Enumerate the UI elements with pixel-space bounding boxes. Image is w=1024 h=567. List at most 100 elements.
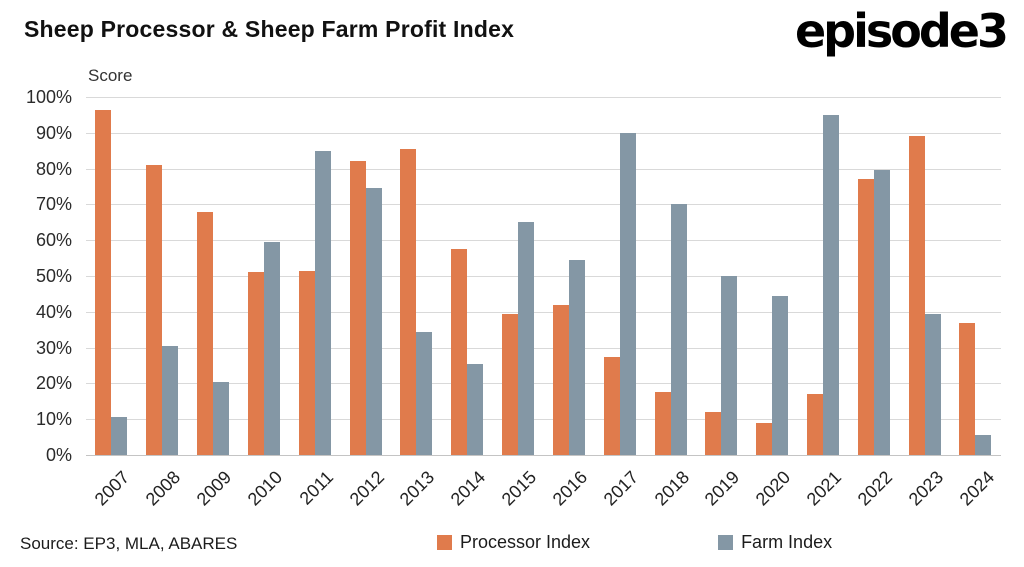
x-tick-label-2016: 2016 [548,467,592,510]
farm-bar-2017 [619,132,636,455]
farm-bar-2008 [162,345,179,455]
bar-group-2014 [442,97,493,455]
processor-bar-2023 [908,136,925,455]
processor-bar-2011 [298,270,315,455]
processor-index-swatch [437,535,452,550]
farm-bar-2018 [670,204,687,455]
bar-group-2010 [238,97,289,455]
processor-bar-2015 [502,313,519,455]
processor-bar-2010 [247,272,264,455]
x-tick-label-2020: 2020 [751,467,795,510]
x-tick-label-2014: 2014 [446,467,490,510]
gridline [86,276,1001,277]
bar-group-2007 [86,97,137,455]
processor-bar-2012 [349,161,366,455]
bar-group-2020 [747,97,798,455]
farm-index-swatch [718,535,734,550]
farm-bar-2019 [721,276,738,455]
y-tick-label: 80% [35,158,72,179]
x-tick-label-2015: 2015 [497,467,541,510]
gridline [86,455,1001,456]
x-tick-label-2024: 2024 [955,467,998,510]
bar-group-2023 [899,97,950,455]
processor-bar-2018 [654,392,671,455]
legend: Processor Index Farm Index [437,532,832,553]
legend-label-farm: Farm Index [741,532,833,552]
gridline [86,168,1001,170]
farm-bar-2022 [873,170,890,455]
y-tick-label: 100% [25,87,72,107]
x-tick-label-2013: 2013 [396,467,439,510]
processor-bar-2016 [552,304,569,455]
bar-group-2019 [696,97,747,455]
farm-bar-2015 [518,222,535,455]
legend-item-processor: Processor Index [437,532,590,553]
x-tick-label-2022: 2022 [853,467,897,510]
x-tick-label-2017: 2017 [599,467,642,510]
legend-item-farm: Farm Index [718,532,832,553]
x-tick-label-2012: 2012 [345,467,388,510]
y-tick-label: 0% [45,445,72,465]
farm-bar-2021 [823,114,839,455]
processor-bar-2014 [451,249,468,455]
farm-bar-2012 [365,188,382,455]
bar-group-2012 [340,97,391,455]
processor-bar-2024 [959,322,976,455]
processor-bar-2021 [807,394,823,455]
farm-bar-2016 [568,259,585,455]
legend-label-processor: Processor Index [460,532,591,552]
x-tick-label-2018: 2018 [650,467,693,510]
x-tick-label-2023: 2023 [904,467,947,510]
gridline [86,383,1001,385]
y-tick-label: 90% [35,122,72,143]
processor-bar-2009 [197,211,214,455]
y-tick-label: 60% [35,230,72,251]
bar-group-2018 [645,97,696,455]
bar-group-2021 [798,97,849,455]
x-tick-label-2008: 2008 [141,467,185,510]
bar-group-2016 [543,97,594,455]
y-tick-label: 50% [35,266,72,286]
gridline [86,311,1001,313]
x-tick-label-2019: 2019 [701,467,744,510]
bar-group-2024 [950,97,1001,455]
processor-bar-2022 [857,179,874,455]
y-axis: 0% 10% 20% 30% 40% 50% 60% 70% 80% 90% 100% [0,87,78,465]
processor-bar-2013 [400,148,417,455]
gridline [86,240,1001,242]
farm-bar-2013 [416,331,433,455]
bar-group-2011 [289,97,340,455]
x-tick-label-2021: 2021 [802,467,846,510]
bar-group-2015 [493,97,544,455]
y-tick-label: 40% [35,301,72,322]
gridline [86,419,1001,421]
processor-bar-2007 [95,109,112,455]
x-tick-label-2007: 2007 [91,467,134,510]
farm-bar-2010 [263,242,280,455]
farm-bar-2024 [975,435,992,455]
farm-bar-2011 [314,150,331,455]
x-tick-label-2011: 2011 [295,467,337,509]
x-tick-label-2009: 2009 [192,467,236,510]
y-axis-title: Score [88,66,133,85]
source-note: Source: EP3, MLA, ABARES [20,534,238,553]
plot-area [86,97,1001,456]
x-tick-label-2010: 2010 [243,467,287,510]
bar-groups [86,97,1001,455]
processor-bar-2019 [705,412,722,455]
farm-bar-2009 [213,381,230,455]
y-tick-label: 20% [35,373,72,394]
y-tick-label: 30% [35,337,72,358]
bar-group-2008 [137,97,188,455]
bar-group-2017 [594,97,645,455]
gridline [86,204,1001,206]
processor-bar-2008 [146,165,163,455]
y-tick-label: 10% [35,409,72,430]
y-tick-label: 70% [35,194,72,215]
page-title: Sheep Processor & Sheep Farm Profit Inde… [24,16,515,42]
bar-group-2009 [188,97,239,455]
farm-bar-2023 [924,313,941,455]
gridline [86,347,1001,349]
gridline [86,97,1001,98]
bar-group-2022 [848,97,899,455]
